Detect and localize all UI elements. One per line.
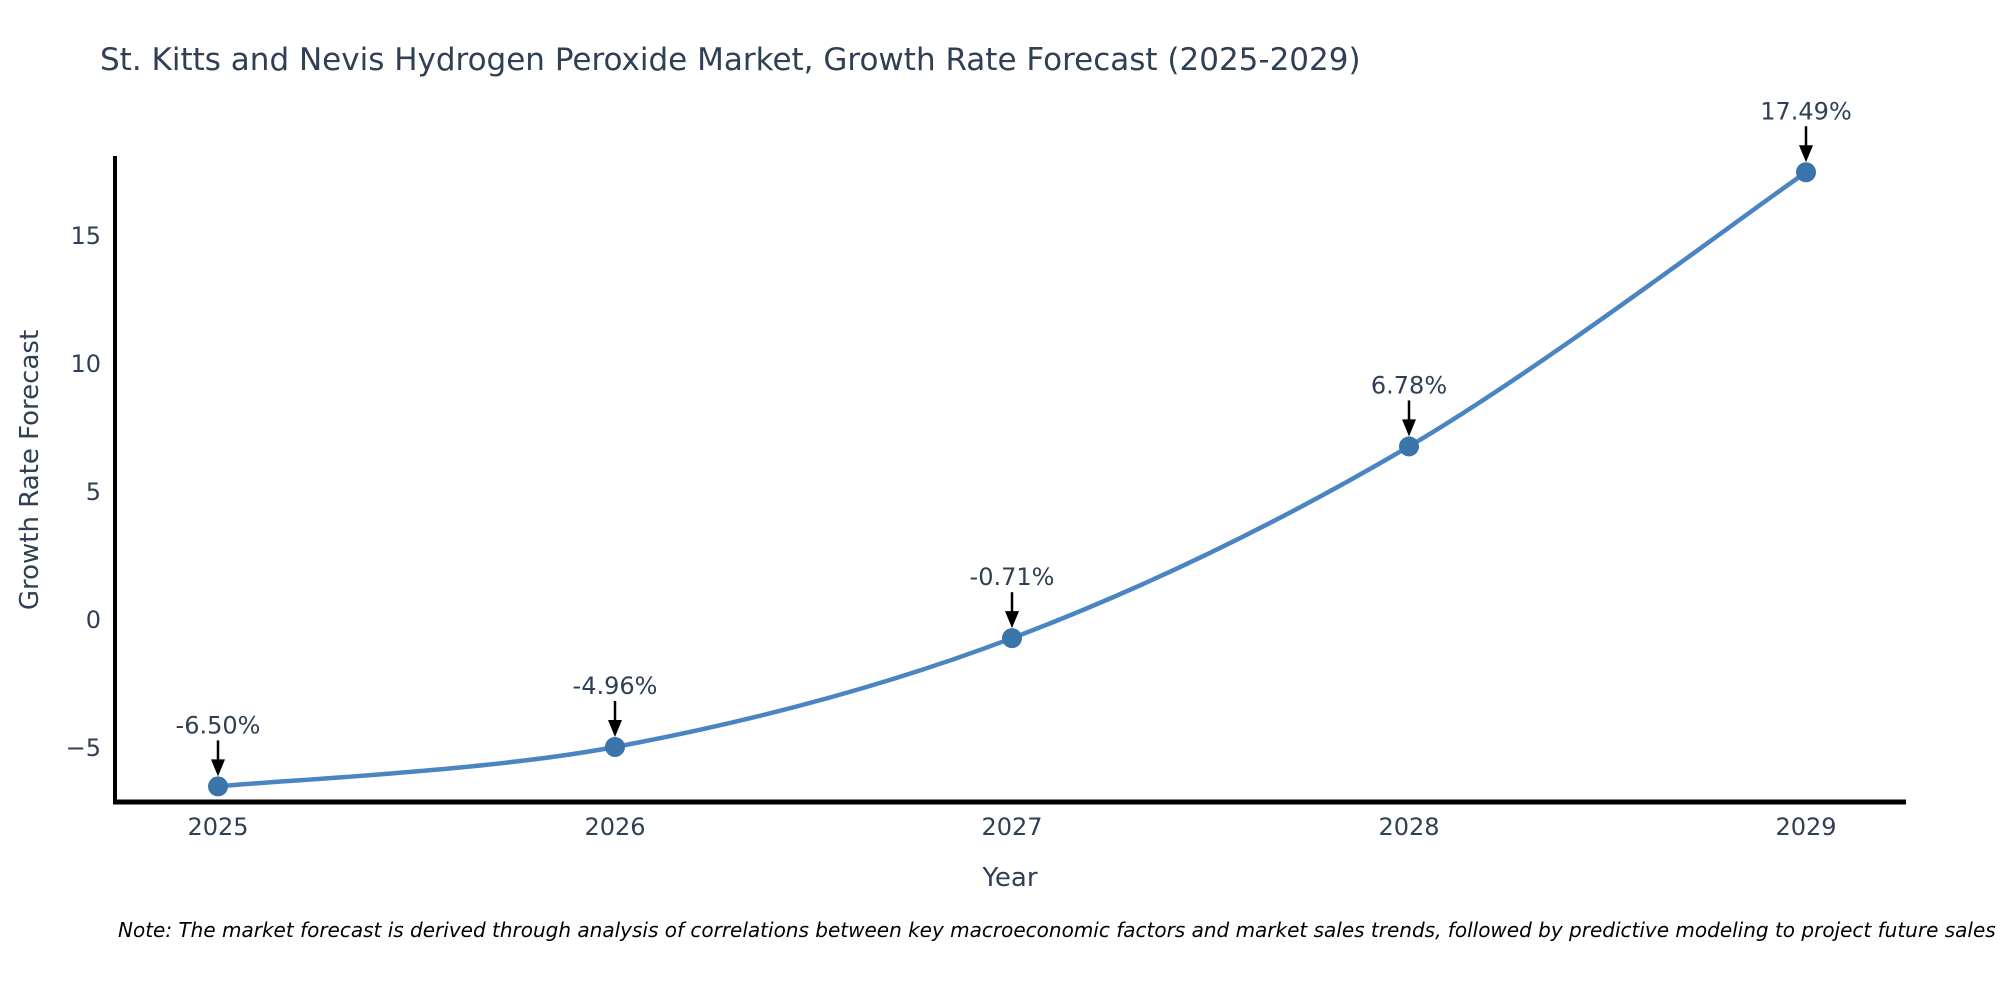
annotation-arrowhead [1402, 419, 1416, 437]
annotation-arrowhead [608, 719, 622, 737]
data-point-marker[interactable] [1399, 436, 1419, 457]
x-axis-title: Year [982, 863, 1038, 893]
annotation-arrowhead [1799, 145, 1813, 163]
data-point-marker[interactable] [208, 776, 228, 797]
x-tick-label: 2027 [981, 813, 1042, 841]
y-tick-label: 5 [86, 478, 101, 506]
y-axis-title: Growth Rate Forecast [15, 329, 45, 611]
annotation-label: -6.50% [176, 711, 261, 739]
footnote: Note: The market forecast is derived thr… [118, 918, 1996, 942]
x-tick-label: 2025 [187, 813, 248, 841]
chart-title: St. Kitts and Nevis Hydrogen Peroxide Ma… [100, 42, 1361, 78]
y-tick-label: 10 [70, 350, 101, 378]
annotation-arrowhead [211, 759, 225, 777]
data-point-marker[interactable] [1002, 628, 1022, 649]
annotation-arrowhead [1005, 611, 1019, 629]
data-point-marker[interactable] [605, 736, 625, 757]
x-tick-label: 2026 [584, 813, 645, 841]
data-point-marker[interactable] [1796, 162, 1816, 183]
annotation-label: -4.96% [573, 672, 658, 700]
annotation-label: 17.49% [1760, 97, 1852, 125]
annotation-label: -0.71% [970, 563, 1055, 591]
y-tick-label: 15 [70, 222, 101, 250]
x-tick-label: 2028 [1378, 813, 1439, 841]
line-series [215, 170, 1809, 789]
annotation-label: 6.78% [1371, 371, 1447, 399]
y-tick-label: −5 [66, 734, 101, 762]
x-tick-label: 2029 [1775, 813, 1836, 841]
y-tick-label: 0 [86, 606, 101, 634]
